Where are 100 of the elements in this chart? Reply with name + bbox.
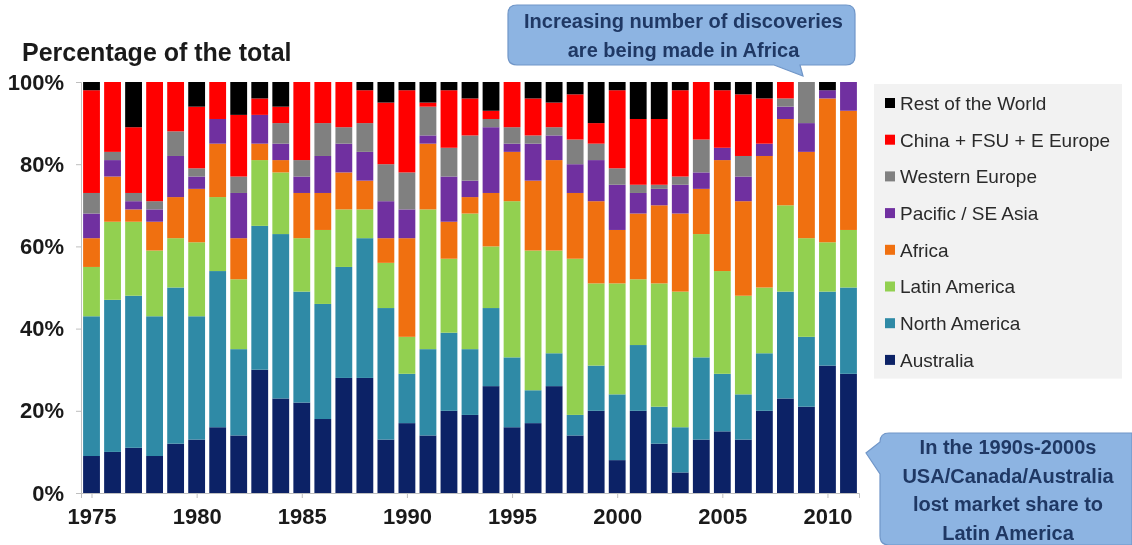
bar: [777, 205, 794, 292]
bar: [671, 213, 689, 292]
bar: [335, 266, 353, 378]
bar: [251, 143, 269, 161]
legend-label: Latin America: [900, 276, 1016, 298]
bar: [713, 271, 731, 374]
bar: [293, 291, 311, 403]
bar: [566, 139, 584, 165]
bar: [104, 221, 121, 300]
bar: [419, 135, 437, 144]
bar: [251, 160, 269, 226]
bar: [83, 213, 100, 239]
bar: [608, 82, 626, 91]
bar: [461, 82, 479, 99]
bar: [314, 419, 332, 493]
bar: [125, 127, 142, 193]
bar: [398, 209, 416, 239]
bar: [650, 443, 668, 493]
bar: [83, 192, 100, 214]
bar: [545, 82, 563, 103]
bar: [650, 184, 668, 189]
bar: [356, 377, 374, 493]
bar: [629, 213, 647, 280]
bar: [587, 365, 605, 411]
bar: [524, 390, 542, 424]
bar: [104, 451, 121, 493]
bar: [461, 349, 479, 415]
y-tick-label: 0%: [32, 480, 64, 506]
bar: [524, 82, 542, 99]
y-tick-label: 20%: [19, 398, 64, 424]
bar: [777, 398, 794, 493]
bar: [398, 172, 416, 210]
bar: [293, 160, 311, 177]
bar: [167, 287, 185, 444]
bar: [419, 82, 437, 103]
bar: [819, 291, 836, 366]
bar: [314, 82, 332, 124]
bar: [419, 106, 437, 136]
bar: [755, 410, 773, 493]
bar: [104, 82, 121, 152]
bar: [819, 98, 836, 243]
bar: [209, 143, 227, 198]
bar: [167, 131, 185, 156]
bar: [146, 82, 164, 202]
bar: [461, 197, 479, 214]
bar: [566, 414, 584, 436]
bar: [798, 406, 815, 493]
bar: [83, 456, 100, 493]
bar: [545, 386, 563, 493]
bar: [335, 82, 353, 128]
text: In the 1990s-2000s USA/Canada/Australia lost market share to Latin America: [902, 436, 1115, 544]
bar: [188, 316, 206, 440]
bar: [440, 410, 458, 493]
bar: [840, 229, 857, 288]
bar: [83, 82, 100, 91]
x-tick-label: 2005: [698, 503, 748, 529]
bar: [798, 151, 815, 239]
bar: [230, 176, 248, 193]
bar: [335, 143, 353, 173]
bar: [503, 201, 521, 358]
bar: [482, 308, 500, 387]
bar: [440, 147, 458, 177]
bar: [293, 82, 311, 161]
bar: [482, 127, 500, 193]
bar: [146, 201, 164, 210]
bar: [734, 82, 752, 95]
bar: [566, 192, 584, 259]
bar: [671, 472, 689, 493]
bar: [650, 406, 668, 444]
bar: [167, 155, 185, 198]
bar: [209, 427, 227, 493]
x-tick-label: 1995: [488, 503, 538, 529]
bar: [587, 160, 605, 202]
bar: [377, 308, 395, 440]
bar: [356, 151, 374, 181]
bar: [629, 410, 647, 493]
bar: [840, 287, 857, 374]
bar: [482, 118, 500, 128]
bar: [440, 90, 458, 148]
bar: [713, 147, 731, 161]
bar: [104, 299, 121, 452]
bar: [398, 373, 416, 424]
bar: [398, 423, 416, 493]
bar: [608, 394, 626, 461]
bar: [524, 143, 542, 181]
bar: [335, 209, 353, 267]
bar: [755, 353, 773, 411]
bar: [587, 123, 605, 144]
bar: [125, 295, 142, 448]
bar: [356, 180, 374, 210]
bar: [650, 205, 668, 284]
bar: [734, 295, 752, 395]
bar: [188, 242, 206, 317]
bar: [104, 151, 121, 161]
bar: [188, 82, 206, 107]
legend-label: Rest of the World: [900, 92, 1047, 114]
bar: [314, 229, 332, 304]
bar: [419, 349, 437, 436]
bar: [650, 118, 668, 185]
bar: [671, 82, 689, 91]
